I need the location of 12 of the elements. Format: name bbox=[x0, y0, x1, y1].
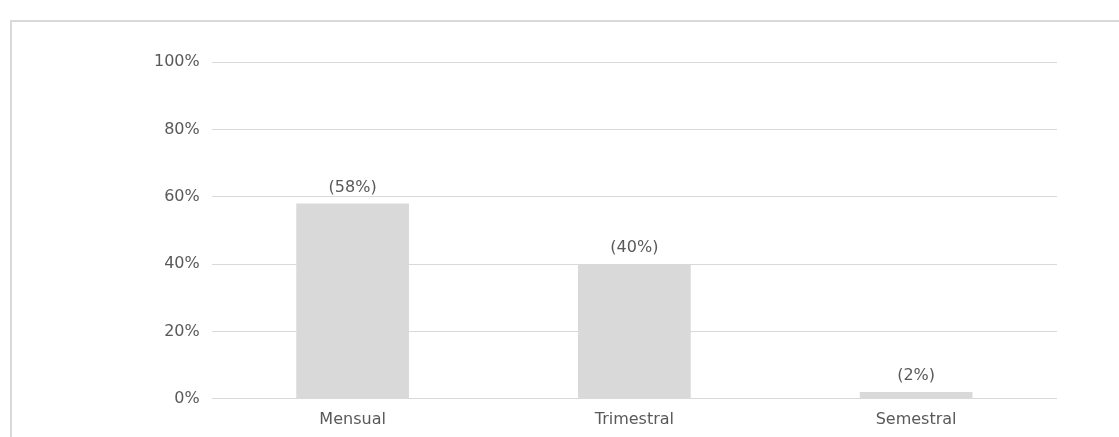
x-tick-label: Mensual bbox=[319, 408, 386, 428]
y-tick-label: 80% bbox=[164, 118, 200, 138]
data-label: (2%) bbox=[897, 365, 936, 385]
y-tick-label: 100% bbox=[153, 51, 200, 71]
y-tick-label: 40% bbox=[164, 253, 200, 273]
x-tick-label: Semestral bbox=[875, 408, 957, 428]
y-tick-label: 60% bbox=[164, 185, 200, 205]
y-tick-label: 0% bbox=[174, 387, 200, 407]
data-label: (58%) bbox=[328, 176, 377, 196]
data-label: (40%) bbox=[610, 237, 659, 257]
y-tick-label: 20% bbox=[164, 320, 200, 340]
x-tick-label: Trimestral bbox=[593, 408, 675, 428]
